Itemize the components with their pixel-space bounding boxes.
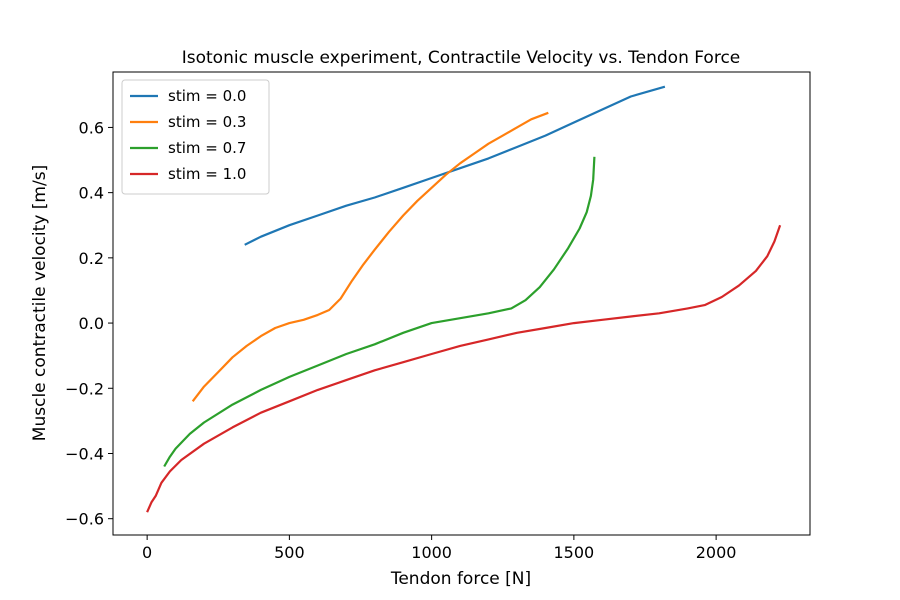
x-tick-label: 0 <box>142 543 152 562</box>
x-tick-label: 1500 <box>554 543 595 562</box>
plot-frame <box>112 71 811 536</box>
legend-label: stim = 0.7 <box>168 139 246 157</box>
y-tick-label: 0.0 <box>79 314 104 333</box>
y-tick-label: −0.4 <box>65 444 104 463</box>
legend-label: stim = 1.0 <box>168 165 246 183</box>
x-tick-label: 500 <box>274 543 305 562</box>
y-tick-label: −0.2 <box>65 379 104 398</box>
series-line-0 <box>244 85 666 246</box>
legend-label: stim = 0.3 <box>168 113 246 131</box>
x-axis-label: Tendon force [N] <box>390 569 531 589</box>
series-line-1 <box>191 111 549 402</box>
x-tick-label: 2000 <box>696 543 737 562</box>
y-axis-label: Muscle contractile velocity [m/s] <box>30 165 50 441</box>
series-line-3 <box>146 224 782 513</box>
series-line-2 <box>163 156 596 468</box>
chart-title: Isotonic muscle experiment, Contractile … <box>182 48 741 68</box>
series-group <box>146 85 782 513</box>
y-tick-label: −0.6 <box>65 510 104 529</box>
y-tick-label: 0.6 <box>79 118 104 137</box>
legend: stim = 0.0 stim = 0.3 stim = 0.7 stim = 1.0 <box>121 79 270 195</box>
x-tick-label: 1000 <box>411 543 452 562</box>
legend-box <box>121 79 270 195</box>
y-tick-label: 0.4 <box>79 184 104 203</box>
tick-group: 0 500 1000 1500 2000 −0.6 −0.4 −0.2 0.0 0.2 0.4 0.6 <box>65 118 736 562</box>
y-tick-label: 0.2 <box>79 249 104 268</box>
legend-label: stim = 0.0 <box>168 87 246 105</box>
